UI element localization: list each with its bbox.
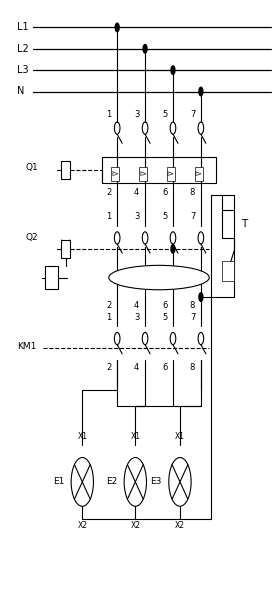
Circle shape	[199, 87, 203, 96]
Circle shape	[115, 23, 119, 32]
Bar	[102, 157, 216, 183]
Text: 7: 7	[190, 110, 195, 119]
Bar	[222, 261, 234, 281]
Text: X2: X2	[130, 522, 140, 530]
Bar	[195, 167, 203, 181]
Text: X2: X2	[175, 522, 185, 530]
Text: 6: 6	[162, 301, 167, 309]
Text: X1: X1	[77, 432, 87, 440]
Text: Q1: Q1	[25, 163, 38, 171]
Text: T: T	[241, 219, 247, 229]
Text: 2: 2	[106, 188, 111, 196]
Text: E1: E1	[53, 478, 64, 486]
Circle shape	[171, 66, 175, 74]
Ellipse shape	[109, 265, 209, 290]
Text: 3: 3	[134, 212, 140, 221]
Text: I>: I>	[139, 171, 147, 177]
Bar	[61, 240, 70, 258]
Text: 5: 5	[162, 313, 167, 321]
Text: 1: 1	[106, 313, 111, 321]
Text: E2: E2	[106, 478, 117, 486]
Text: 4: 4	[134, 364, 139, 372]
Text: Q2: Q2	[25, 234, 38, 242]
Bar	[61, 161, 70, 179]
Text: 6: 6	[162, 188, 167, 196]
Text: 4: 4	[134, 301, 139, 309]
Text: 3: 3	[134, 313, 140, 321]
Circle shape	[199, 293, 203, 301]
Text: 7: 7	[190, 212, 195, 221]
Text: N: N	[17, 87, 24, 96]
Text: 2: 2	[106, 364, 111, 372]
Text: X1: X1	[130, 432, 140, 440]
Text: E3: E3	[150, 478, 162, 486]
Text: L3: L3	[17, 65, 28, 75]
Text: L2: L2	[17, 44, 28, 54]
Bar	[45, 266, 58, 289]
Bar	[139, 167, 147, 181]
Text: X1: X1	[175, 432, 185, 440]
Text: 5: 5	[162, 212, 167, 221]
Text: 8: 8	[190, 301, 195, 309]
Text: X2: X2	[77, 522, 87, 530]
Circle shape	[171, 245, 175, 253]
Bar	[111, 167, 119, 181]
Text: 8: 8	[190, 188, 195, 196]
Bar	[167, 167, 175, 181]
Text: 7: 7	[190, 313, 195, 321]
Text: I>: I>	[195, 171, 203, 177]
Text: 1: 1	[106, 212, 111, 221]
Text: 3: 3	[134, 110, 140, 119]
Text: I>: I>	[167, 171, 175, 177]
Text: 2: 2	[106, 301, 111, 309]
Text: L1: L1	[17, 23, 28, 32]
Circle shape	[143, 45, 147, 53]
Text: 8: 8	[190, 364, 195, 372]
Text: 4: 4	[134, 188, 139, 196]
Text: I>: I>	[111, 171, 119, 177]
Text: KM1: KM1	[17, 342, 36, 351]
Text: 6: 6	[162, 364, 167, 372]
Text: 1: 1	[106, 110, 111, 119]
Text: 5: 5	[162, 110, 167, 119]
Bar	[222, 210, 234, 238]
